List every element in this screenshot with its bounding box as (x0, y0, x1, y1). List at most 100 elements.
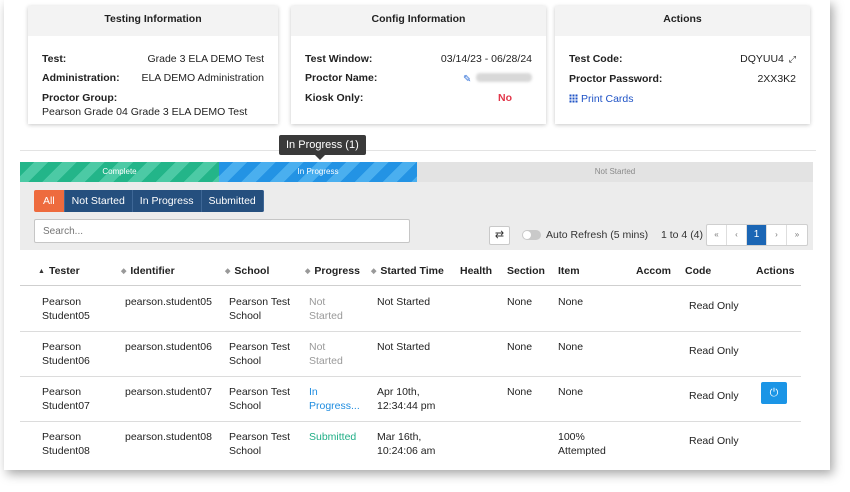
proctor-name-value[interactable]: ✎ (463, 72, 532, 85)
kiosk-row: Kiosk Only: No (305, 92, 532, 106)
filter-all-button[interactable]: All (34, 190, 65, 212)
actions-title: Actions (555, 6, 810, 36)
cell-progress: Not Started (309, 296, 343, 322)
administration-row: Administration: ELA DEMO Administration (42, 72, 264, 86)
test-code-label: Test Code: (569, 53, 623, 65)
administration-label: Administration: (42, 72, 120, 84)
in-progress-segment[interactable]: In Progress (219, 162, 417, 182)
cell-code: Read Only (689, 390, 739, 402)
cell-code: Read Only (689, 345, 739, 357)
proctor-name-label: Proctor Name: (305, 72, 378, 84)
proctor-password-value: 2XX3K2 (757, 73, 796, 85)
header-section: Section (507, 265, 545, 277)
refresh-icon: ⇄ (494, 229, 505, 241)
expand-icon[interactable]: ⤢ (788, 54, 796, 64)
cell-started-time: Not Started (377, 341, 431, 353)
cell-identifier: pearson.student07 (125, 386, 212, 398)
cell-item: 100% Attempted (558, 431, 606, 457)
table-header: ▲ Tester ◆ Identifier ◆ School ◆ Progress ◆ S… (20, 258, 801, 286)
section-divider (20, 150, 816, 151)
complete-segment[interactable]: Complete (20, 162, 219, 182)
test-code-row: Test Code: DQYUU4 ⤢ (569, 53, 796, 67)
cell-identifier: pearson.student06 (125, 341, 212, 353)
edit-icon[interactable]: ✎ (463, 74, 472, 85)
cell-progress: Submitted (309, 431, 357, 443)
cell-item: None (558, 296, 584, 308)
search-input[interactable] (34, 219, 410, 243)
table-row[interactable]: Pearson Student05 pearson.student05 Pear… (20, 287, 801, 332)
cell-school: Pearson Test School (229, 296, 291, 322)
sort-icon: ◆ (305, 268, 311, 275)
test-code-value: DQYUU4 (740, 53, 784, 65)
progress-band: Complete In Progress Not Started (20, 162, 813, 182)
last-page-button[interactable]: » (794, 230, 800, 239)
cell-tester: Pearson Student05 (42, 296, 90, 322)
proctor-name-row: Proctor Name: ✎ (305, 72, 532, 86)
cell-identifier: pearson.student05 (125, 296, 212, 308)
power-button[interactable]: ⏻ (761, 382, 787, 404)
filter-submitted-button[interactable]: Submitted (201, 190, 264, 212)
cell-progress-link[interactable]: In Progress... (309, 386, 360, 412)
administration-value: ELA DEMO Administration (141, 72, 264, 84)
cell-started-time: Apr 10th, 12:34:44 pm (377, 386, 436, 412)
sort-icon: ▲ (38, 268, 45, 275)
table-row[interactable]: Pearson Student07 pearson.student07 Pear… (20, 377, 801, 422)
test-code-value-wrap: DQYUU4 ⤢ (740, 53, 796, 65)
testing-information-title: Testing Information (28, 6, 278, 36)
cell-started-time: Mar 16th, 10:24:06 am (377, 431, 436, 457)
current-page-button[interactable]: 1 (747, 225, 767, 245)
next-page-button[interactable]: › (767, 225, 787, 245)
first-page-button[interactable]: « (707, 225, 727, 245)
test-window-label: Test Window: (305, 53, 373, 65)
filter-in-progress-button[interactable]: In Progress (132, 190, 202, 212)
auto-refresh-toggle[interactable] (522, 230, 541, 240)
prev-page-button[interactable]: ‹ (727, 225, 747, 245)
tooltip-arrow (315, 155, 325, 160)
actions-card: Actions Test Code: DQYUU4 ⤢ Proctor Pass… (555, 6, 810, 124)
cell-identifier: pearson.student08 (125, 431, 212, 443)
pagination: « ‹ 1 › » (706, 224, 808, 246)
header-tester[interactable]: ▲ Tester (38, 265, 80, 277)
refresh-button[interactable]: ⇄ (489, 226, 510, 245)
header-identifier[interactable]: ◆ Identifier (121, 265, 175, 277)
header-health: Health (460, 265, 493, 277)
sort-icon: ◆ (225, 268, 231, 275)
print-cards-row: Print Cards (569, 93, 796, 107)
cell-item: None (558, 386, 584, 398)
cell-school: Pearson Test School (229, 431, 291, 457)
proctor-group-label: Proctor Group: (42, 92, 118, 104)
proctor-group-row: Proctor Group: (42, 92, 264, 106)
header-progress[interactable]: ◆ Progress (305, 265, 360, 277)
print-cards-link[interactable]: Print Cards (569, 93, 634, 105)
toggle-knob (523, 231, 531, 239)
test-label: Test: (42, 53, 67, 65)
test-window-row: Test Window: 03/14/23 - 06/28/24 (305, 53, 532, 67)
header-item: Item (558, 265, 580, 277)
header-started-time[interactable]: ◆ Started Time (371, 265, 444, 277)
test-row: Test: Grade 3 ELA DEMO Test (42, 53, 264, 67)
testing-information-card: Testing Information Test: Grade 3 ELA DE… (28, 6, 278, 124)
header-school[interactable]: ◆ School (225, 265, 270, 277)
grid-icon (569, 94, 578, 103)
cell-section: None (507, 296, 533, 308)
filter-not-started-button[interactable]: Not Started (64, 190, 133, 212)
proctor-password-label: Proctor Password: (569, 73, 663, 85)
table-row[interactable]: Pearson Student08 pearson.student08 Pear… (20, 422, 801, 467)
auto-refresh-label: Auto Refresh (5 mins) (546, 229, 649, 241)
table-row[interactable]: Pearson Student06 pearson.student06 Pear… (20, 332, 801, 377)
in-progress-tooltip: In Progress (1) (279, 135, 366, 155)
cell-code: Read Only (689, 435, 739, 447)
cell-tester: Pearson Student06 (42, 341, 90, 367)
sort-icon: ◆ (121, 268, 127, 275)
not-started-segment[interactable]: Not Started (594, 167, 636, 176)
header-code: Code (685, 265, 712, 277)
proctor-group-value: Pearson Grade 04 Grade 3 ELA DEMO Test (42, 106, 248, 118)
test-window-value: 03/14/23 - 06/28/24 (440, 53, 532, 65)
kiosk-label: Kiosk Only: (305, 92, 364, 104)
cell-started-time: Not Started (377, 296, 431, 308)
result-count: 1 to 4 (4) (661, 229, 704, 241)
test-session-frame: Testing Information Test: Grade 3 ELA DE… (4, 0, 830, 470)
header-actions: Actions (756, 265, 795, 277)
config-information-title: Config Information (291, 6, 546, 36)
test-value: Grade 3 ELA DEMO Test (147, 53, 264, 65)
